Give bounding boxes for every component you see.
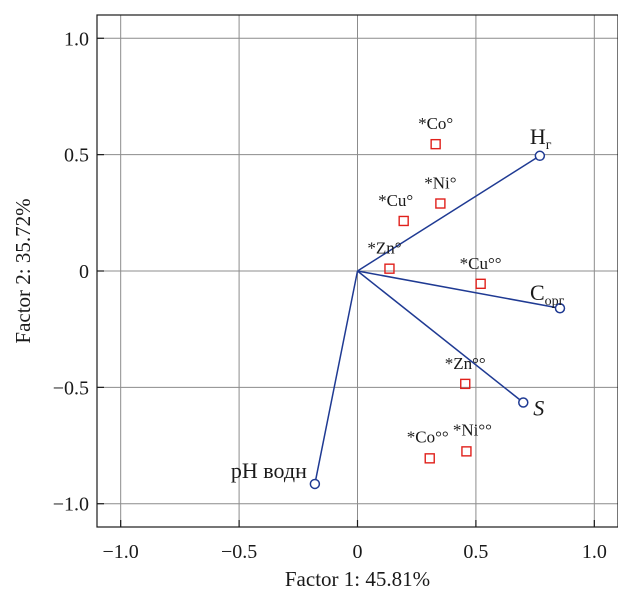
x-tick-label: 0.5: [463, 541, 488, 563]
data-points: *Co° *Ni° *Cu° *Zn° *Cu°° *Zn°° *Ni°°*Co°°: [367, 114, 502, 464]
data-point-label: *Co°°: [407, 427, 449, 446]
data-point-marker: [460, 378, 471, 390]
data-point-label: *Zn°°: [445, 354, 486, 373]
y-tick-label: 0: [79, 261, 89, 283]
data-point-marker: [384, 263, 395, 274]
data-point-label: *Cu°: [378, 191, 413, 210]
data-point-marker: [430, 138, 441, 150]
loading-vector-label: Cорг: [530, 280, 565, 309]
loading-vector-line: [357, 270, 524, 404]
y-tick-label: −1.0: [53, 494, 89, 516]
data-point-marker: [424, 453, 435, 464]
data-point-marker: [398, 215, 409, 227]
loading-vector-endpoint: [534, 150, 546, 162]
y-tick-label: −0.5: [53, 377, 89, 399]
axis-ticks: −1.0 −0.5 0 0.5 1.0 1.0 0.5 0 −0.5 −1.0: [53, 28, 607, 563]
x-tick-label: 1.0: [582, 541, 607, 563]
loading-vector-endpoint: [554, 302, 566, 314]
data-point-label: *Co°: [418, 114, 453, 133]
loading-vector-line: [314, 270, 359, 485]
data-point-label: *Ni°: [424, 174, 456, 193]
y-tick-label: 1.0: [64, 28, 89, 50]
loading-vector-label: pH водн: [231, 458, 307, 483]
data-point-marker: [435, 198, 446, 209]
loading-vector-label: Hг: [530, 124, 552, 153]
loading-vector-endpoint: [518, 397, 529, 408]
x-axis-title: Factor 1: 45.81%: [285, 567, 430, 590]
loading-vector-line: [357, 270, 561, 309]
data-point-marker: [475, 278, 486, 289]
x-tick-label: −0.5: [221, 541, 257, 563]
x-tick-label: −1.0: [103, 541, 139, 563]
x-tick-label: 0: [353, 541, 363, 563]
data-point-label: *Zn°: [367, 239, 401, 258]
loading-vector-label: S: [533, 395, 544, 420]
y-axis-title: Factor 2: 35.72%: [11, 198, 35, 343]
data-point-label: *Ni°°: [453, 420, 492, 439]
loading-vector-endpoint: [309, 478, 321, 490]
loading-vector-line: [357, 155, 541, 272]
data-point-marker: [461, 446, 472, 457]
loading-vectors: Hг Cорг SpH водн: [231, 124, 566, 490]
y-tick-label: 0.5: [64, 145, 89, 167]
grid: [97, 15, 618, 527]
data-point-label: *Cu°°: [460, 254, 502, 273]
